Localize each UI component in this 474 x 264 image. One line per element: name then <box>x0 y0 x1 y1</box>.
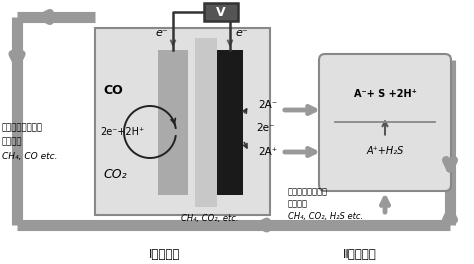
Text: CH₄, CO₂, H₂S etc.: CH₄, CO₂, H₂S etc. <box>288 211 363 220</box>
Text: 工业尾气，天然气: 工业尾气，天然气 <box>288 187 328 196</box>
Bar <box>217 50 243 195</box>
Bar <box>158 50 188 195</box>
Text: 2A⁺: 2A⁺ <box>258 147 277 157</box>
Text: 页岩气等: 页岩气等 <box>288 200 308 209</box>
Text: Ⅱ：吸收塔: Ⅱ：吸收塔 <box>343 248 377 261</box>
Text: Ⅰ：电解池: Ⅰ：电解池 <box>149 248 181 261</box>
Text: 页岩气等: 页岩气等 <box>2 138 22 147</box>
Bar <box>95 28 270 215</box>
Text: 2A⁻: 2A⁻ <box>258 100 277 110</box>
Text: A⁺+H₂S: A⁺+H₂S <box>366 146 404 156</box>
Text: A⁻+ S +2H⁺: A⁻+ S +2H⁺ <box>354 89 417 99</box>
Text: e⁻: e⁻ <box>155 28 168 38</box>
Text: CH₄, CO₂, etc.: CH₄, CO₂, etc. <box>181 214 239 224</box>
Text: 2e⁻: 2e⁻ <box>256 123 274 133</box>
Text: V: V <box>216 6 226 18</box>
Text: CO₂: CO₂ <box>103 168 127 182</box>
Text: 2e⁻+2H⁺: 2e⁻+2H⁺ <box>100 127 144 137</box>
FancyBboxPatch shape <box>319 54 451 191</box>
Bar <box>195 38 217 207</box>
Text: e⁻: e⁻ <box>235 28 248 38</box>
Text: CO: CO <box>103 83 123 97</box>
Text: CH₄, CO etc.: CH₄, CO etc. <box>2 153 57 162</box>
FancyBboxPatch shape <box>204 3 238 21</box>
Text: 工业尾气，天然气: 工业尾气，天然气 <box>2 124 43 133</box>
